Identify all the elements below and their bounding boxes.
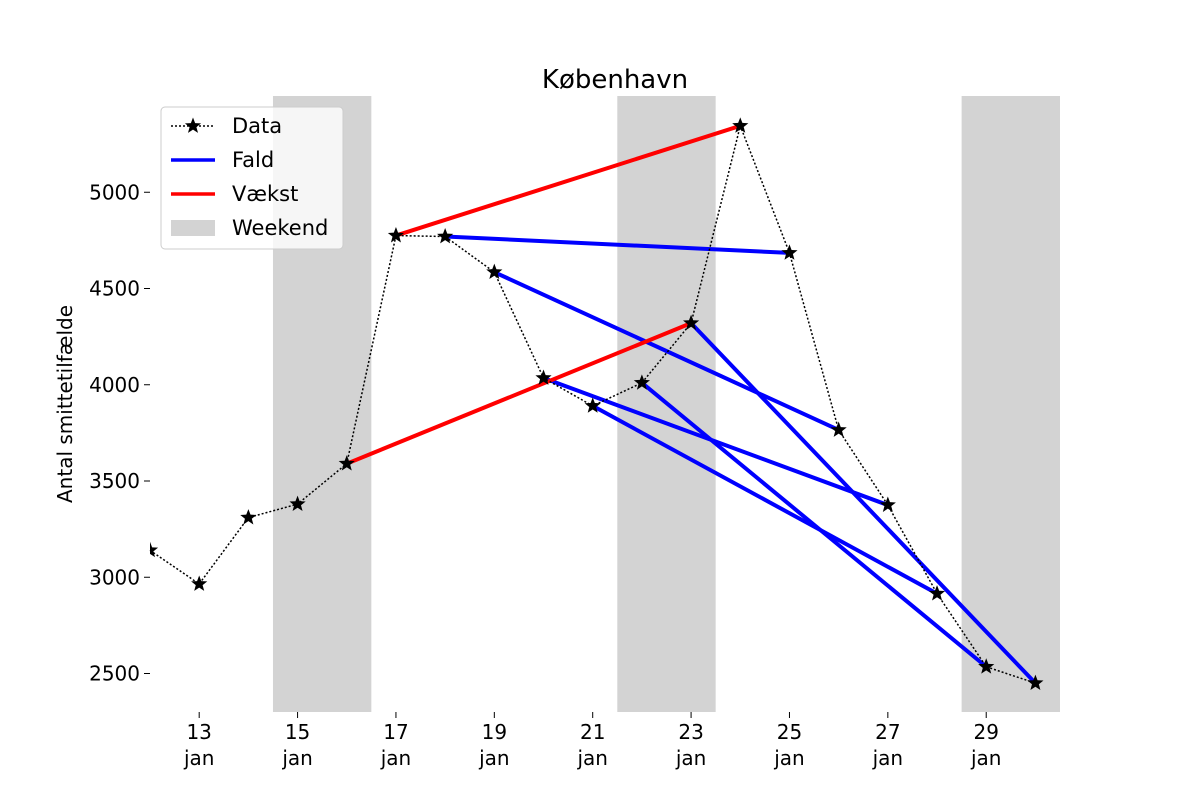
legend-frame	[160, 106, 344, 250]
y-tick-label-4: 4500	[89, 277, 140, 301]
data-point-12	[732, 117, 749, 133]
y-tick-label-0: 2500	[89, 662, 140, 686]
y-axis: 2500 3000 3500 4000 4500 5000	[89, 180, 150, 686]
fald-line-1	[493, 270, 840, 432]
x-tick-label-5: 23	[678, 720, 703, 744]
x-tick-label-0: 13	[186, 720, 211, 744]
y-tick-label-5: 5000	[89, 180, 140, 204]
vaekst-line-1	[395, 123, 741, 238]
trend-lines	[346, 123, 1037, 685]
legend-label-fald: Fald	[232, 148, 274, 172]
legend-label-weekend: Weekend	[232, 216, 328, 240]
data-point-4	[338, 455, 355, 471]
x-tick-label-2: 17	[383, 720, 408, 744]
data-markers	[150, 117, 1044, 690]
fald-line-0	[445, 234, 790, 255]
data-point-18	[1027, 674, 1044, 690]
x-axis: 13jan15jan17jan19jan21jan23jan25jan27jan…	[183, 712, 1002, 770]
data-point-3	[289, 495, 306, 511]
x-tick-month-3: jan	[478, 746, 510, 770]
x-tick-month-4: jan	[576, 746, 608, 770]
data-point-13	[781, 244, 798, 260]
data-point-10	[633, 374, 650, 390]
chart-title: København	[542, 65, 688, 95]
fald-line-3	[591, 404, 938, 596]
x-tick-month-0: jan	[183, 746, 215, 770]
fald-line-4	[640, 381, 988, 669]
vaekst-line-0	[346, 321, 692, 466]
data-point-16	[928, 585, 946, 601]
legend-data-star-icon	[184, 117, 202, 133]
data-series	[149, 117, 1044, 690]
weekend-band-2	[961, 96, 1060, 712]
x-tick-month-5: jan	[675, 746, 707, 770]
data-point-15	[879, 496, 896, 512]
data-point-1	[191, 575, 208, 591]
data-point-9	[584, 397, 601, 413]
x-tick-month-7: jan	[872, 746, 904, 770]
y-tick-label-2: 3500	[89, 469, 140, 493]
data-point-7	[486, 263, 503, 280]
legend-weekend-swatch	[171, 220, 215, 236]
y-axis-label: Antal smittetilfælde	[53, 305, 77, 503]
data-point-6	[437, 228, 454, 244]
x-tick-label-8: 29	[973, 720, 998, 744]
data-point-11	[683, 314, 700, 331]
fald-line-5	[689, 321, 1037, 685]
x-tick-month-6: jan	[773, 746, 805, 770]
y-tick-label-1: 3000	[89, 565, 140, 589]
data-point-8	[535, 369, 552, 385]
legend-label-data: Data	[232, 114, 282, 138]
data-point-5	[387, 227, 405, 243]
x-tick-label-4: 21	[580, 720, 605, 744]
data-point-0	[150, 541, 159, 558]
data-point-2	[240, 509, 257, 525]
x-tick-label-6: 25	[777, 720, 802, 744]
legend: Data Fald Vækst Weekend	[160, 106, 344, 250]
x-tick-month-8: jan	[970, 746, 1002, 770]
data-point-17	[978, 658, 995, 674]
x-tick-label-3: 19	[482, 720, 507, 744]
legend-label-vaekst: Vækst	[232, 182, 298, 206]
x-tick-label-7: 27	[875, 720, 900, 744]
data-point-14	[830, 421, 847, 437]
y-tick-label-3: 4000	[89, 373, 140, 397]
x-tick-label-1: 15	[285, 720, 310, 744]
x-tick-month-2: jan	[380, 746, 412, 770]
x-tick-month-1: jan	[281, 746, 313, 770]
